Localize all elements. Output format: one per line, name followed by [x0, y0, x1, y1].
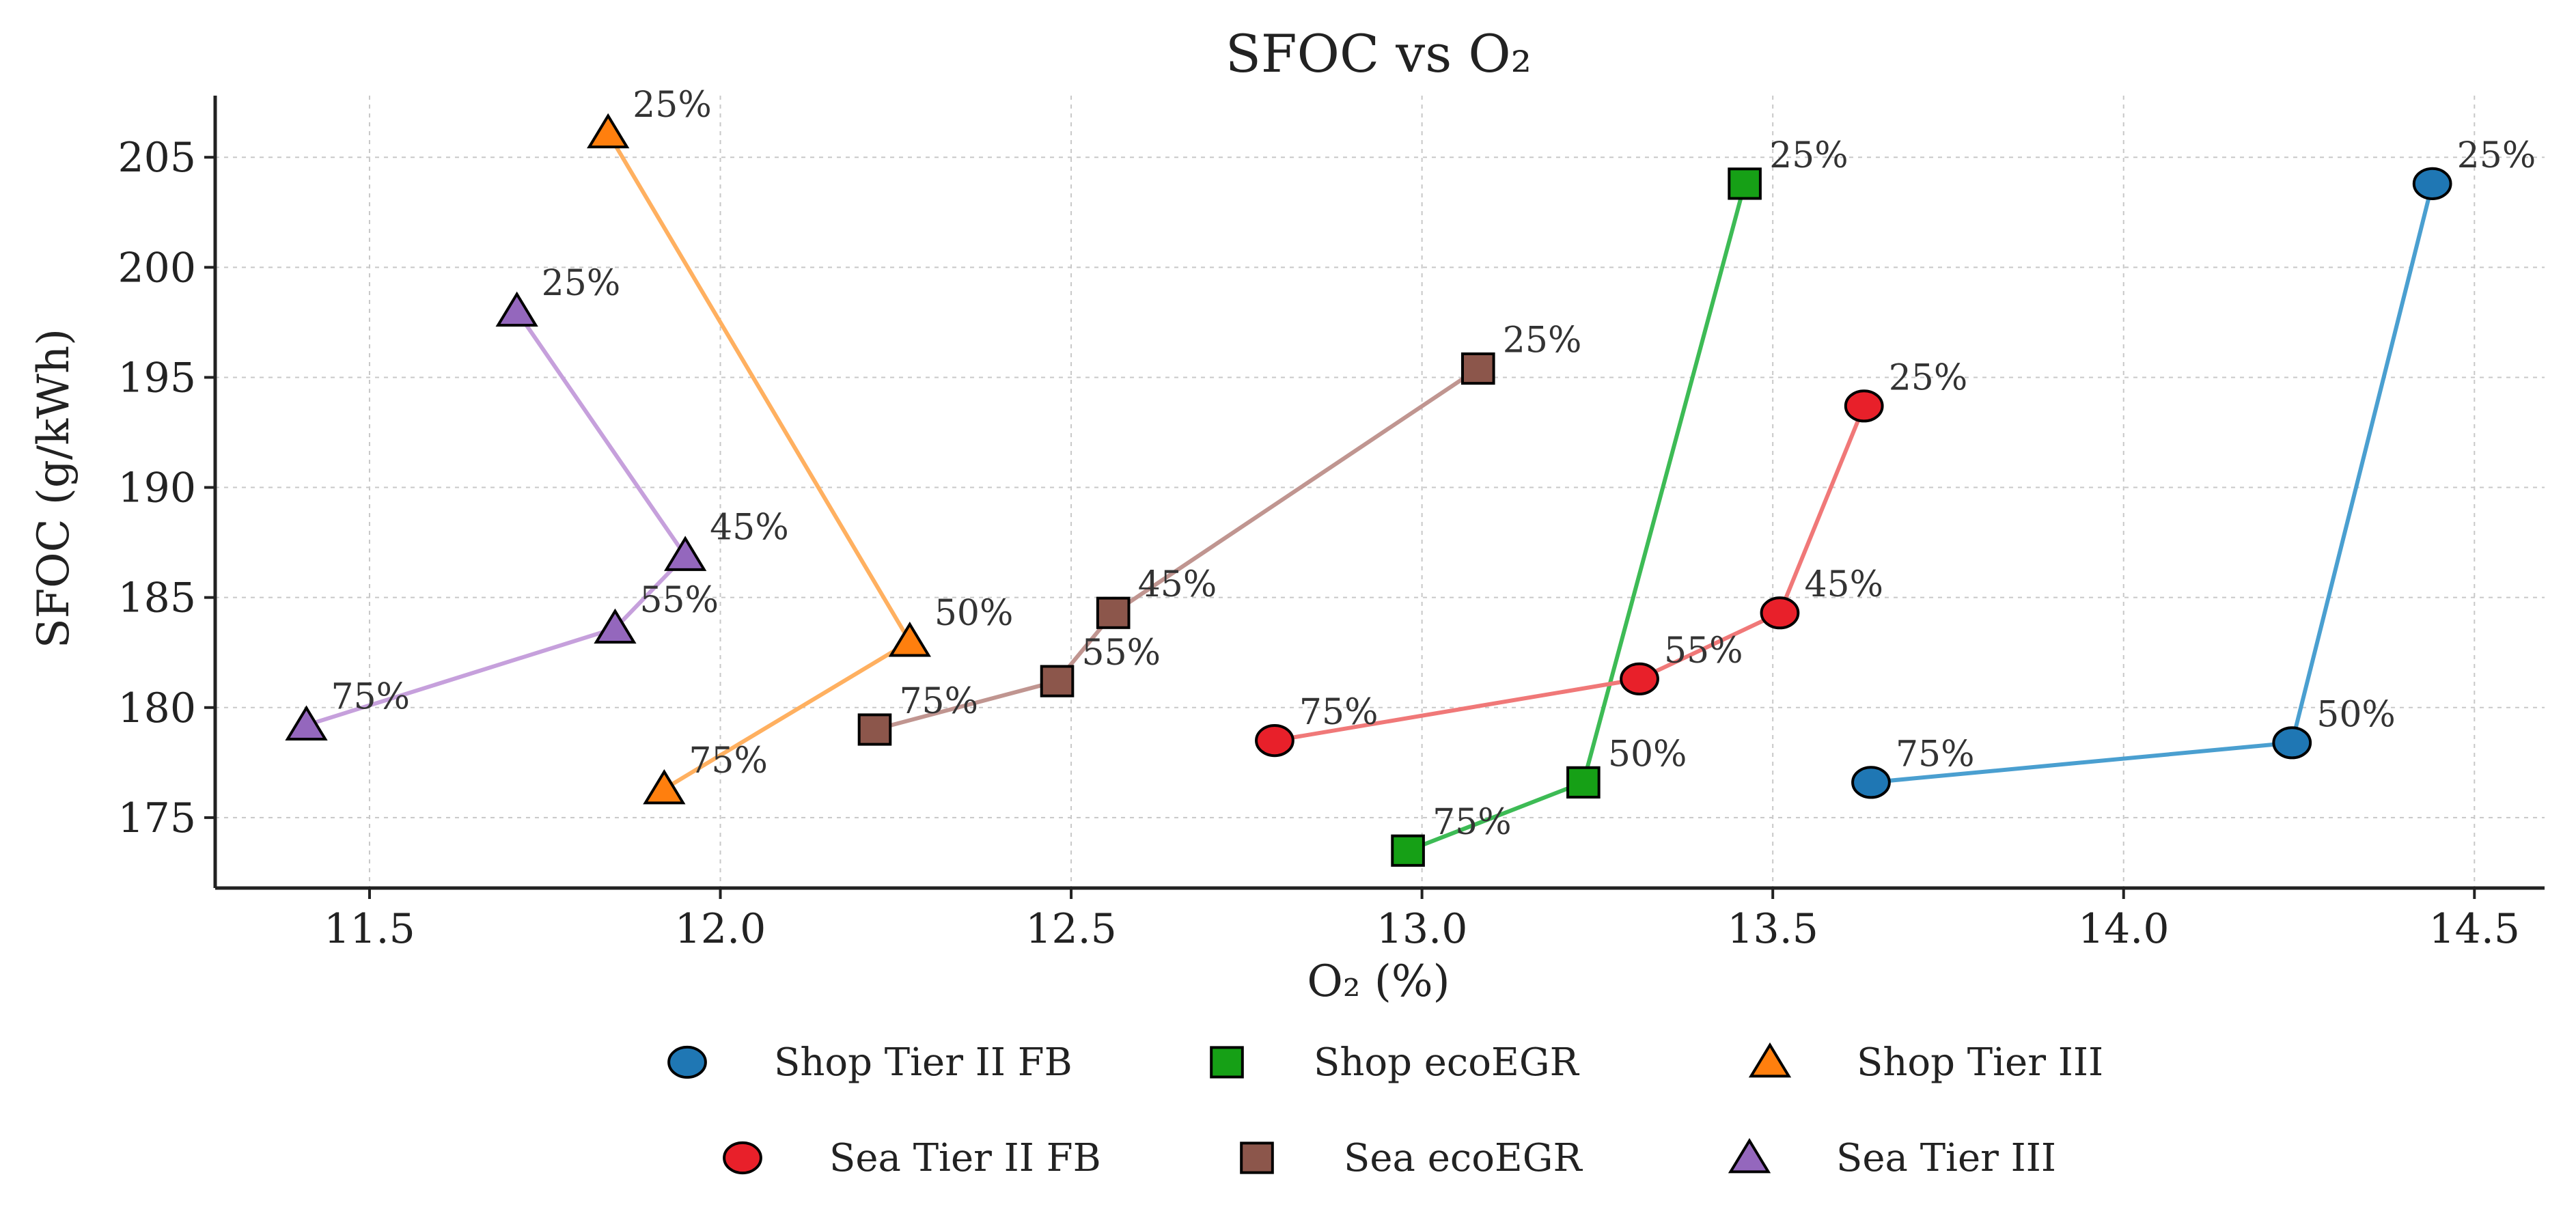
- point-label: 25%: [1889, 357, 1968, 398]
- series-line-shop-tier-ii-fb: [1870, 183, 2435, 785]
- x-tick-label: 11.5: [324, 905, 415, 953]
- data-point-sea-tier-ii-fb: [1844, 389, 1884, 423]
- x-tick-label: 12.5: [1025, 905, 1117, 953]
- y-tick-label: 185: [117, 574, 196, 622]
- data-point-shop-ecoegr: [1728, 167, 1762, 200]
- legend-label: Shop Tier II FB: [774, 1040, 1072, 1085]
- data-point-shop-ecoegr: [1566, 766, 1601, 799]
- data-point-shop-tier-ii-fb: [1851, 766, 1891, 799]
- point-label: 50%: [934, 593, 1014, 634]
- data-point-sea-tier-ii-fb: [1255, 724, 1294, 758]
- series-line-sea-ecoegr: [874, 367, 1480, 732]
- x-tick-label: 13.5: [1727, 905, 1818, 953]
- point-label: 50%: [2316, 694, 2396, 735]
- series-line-sea-tier-ii-fb: [1274, 405, 1866, 743]
- point-label: 75%: [899, 681, 978, 722]
- data-point-sea-ecoegr: [1040, 665, 1075, 697]
- data-point-sea-tier-ii-fb: [1620, 662, 1659, 695]
- legend-label: Sea ecoEGR: [1344, 1136, 1583, 1180]
- point-label: 50%: [1608, 734, 1687, 775]
- series-lines: [305, 132, 2435, 853]
- x-tick-label: 14.5: [2428, 905, 2520, 953]
- y-axis-label: SFOC (g/kWh): [29, 329, 79, 648]
- y-tick-label: 195: [117, 354, 196, 402]
- series-line-sea-tier-iii: [305, 310, 688, 728]
- point-label: 25%: [2457, 135, 2536, 176]
- point-label: 55%: [1082, 633, 1161, 674]
- y-tick-label: 175: [117, 794, 196, 842]
- y-tick-label: 200: [117, 244, 196, 292]
- point-label: 45%: [1138, 564, 1217, 605]
- data-point-shop-tier-ii-fb: [2412, 167, 2452, 200]
- chart-title: SFOC vs O₂: [1225, 23, 1532, 84]
- series-line-shop-ecoegr: [1407, 183, 1747, 853]
- x-tick-label: 13.0: [1376, 905, 1468, 953]
- legend-marker: [1240, 1141, 1274, 1174]
- y-tick-label: 190: [117, 465, 196, 512]
- legend-label: Sea Tier II FB: [829, 1136, 1101, 1180]
- legend-marker: [667, 1045, 707, 1079]
- data-point-shop-tier-iii: [643, 768, 686, 805]
- legend: Shop Tier II FB Shop ecoEGR Shop Tier III S…: [667, 1040, 2103, 1180]
- x-axis-label: O₂ (%): [1307, 956, 1450, 1007]
- y-tick-label: 180: [117, 684, 196, 732]
- legend-marker: [1748, 1042, 1792, 1078]
- legend-label: Shop ecoEGR: [1314, 1040, 1580, 1085]
- data-point-sea-ecoegr: [1096, 596, 1131, 629]
- series-line-shop-tier-iii: [606, 132, 912, 791]
- series-markers: [285, 113, 2452, 867]
- data-point-shop-tier-iii: [587, 113, 630, 149]
- point-label: 75%: [331, 677, 411, 718]
- point-label: 75%: [1299, 692, 1379, 733]
- point-label: 75%: [1432, 802, 1512, 843]
- legend-label: Sea Tier III: [1836, 1136, 2056, 1180]
- y-tick-label: 205: [117, 134, 196, 182]
- data-point-sea-tier-iii: [495, 291, 538, 327]
- x-tick-label: 14.0: [2078, 905, 2170, 953]
- data-point-shop-tier-ii-fb: [2272, 726, 2312, 760]
- point-label: 25%: [542, 263, 621, 304]
- legend-marker: [723, 1141, 762, 1175]
- point-label: 55%: [639, 580, 719, 621]
- point-label: 45%: [710, 507, 789, 548]
- legend-label: Shop Tier III: [1857, 1040, 2103, 1085]
- grid: [215, 96, 2545, 888]
- legend-marker: [1210, 1046, 1244, 1079]
- tick-labels: 11.5 12.0 12.5 13.0 13.5 14.0 14.5 175 180 185 190…: [117, 134, 2520, 953]
- axes: [204, 96, 2545, 899]
- data-point-sea-tier-iii: [664, 536, 707, 571]
- point-label: 25%: [1503, 320, 1582, 361]
- data-point-shop-ecoegr: [1391, 834, 1425, 867]
- data-point-sea-tier-iii: [285, 705, 328, 740]
- point-label: 45%: [1804, 564, 1883, 605]
- point-label: 25%: [1769, 135, 1848, 176]
- data-point-sea-tier-iii: [594, 608, 637, 644]
- point-label: 25%: [633, 85, 712, 126]
- data-point-sea-ecoegr: [1460, 352, 1495, 385]
- data-point-shop-tier-iii: [888, 622, 931, 657]
- data-point-sea-ecoegr: [857, 713, 892, 746]
- point-labels: 25% 50% 75% 25% 50% 75% 25% 50% 75% 25% 45% 55% 75% 2…: [331, 85, 2536, 843]
- point-label: 75%: [1896, 734, 1975, 775]
- point-label: 55%: [1664, 631, 1743, 671]
- legend-marker: [1728, 1137, 1771, 1174]
- point-label: 75%: [689, 740, 768, 781]
- data-point-sea-tier-ii-fb: [1760, 596, 1800, 630]
- x-tick-label: 12.0: [675, 905, 766, 953]
